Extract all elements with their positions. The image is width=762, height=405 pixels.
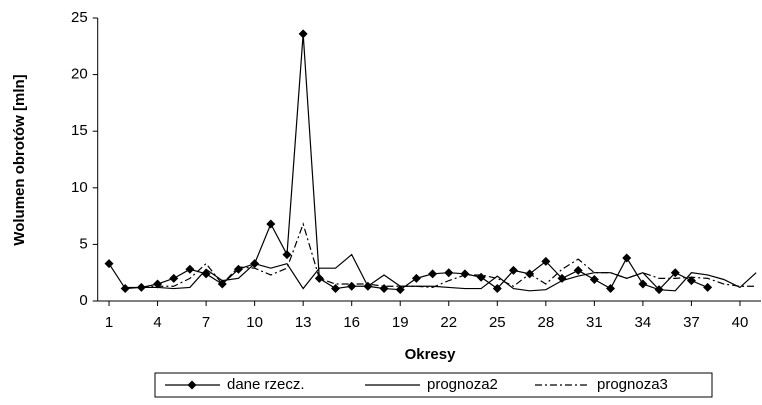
y-axis-label: Wolumen obrotów [mln] — [11, 74, 28, 245]
point-marker — [508, 265, 518, 275]
point-marker — [411, 273, 421, 283]
point-marker — [492, 284, 502, 294]
point-marker — [460, 269, 470, 279]
point-marker — [169, 273, 179, 283]
point-marker — [347, 281, 357, 291]
x-tick-label: 28 — [537, 314, 554, 331]
x-tick-label: 19 — [392, 314, 409, 331]
series-line — [125, 253, 757, 292]
series-line — [108, 33, 708, 291]
point-marker — [104, 259, 114, 269]
point-marker — [266, 219, 276, 229]
point-marker — [670, 268, 680, 278]
y-tick-label: 5 — [79, 235, 87, 252]
point-marker — [298, 29, 308, 39]
x-tick-label: 25 — [489, 314, 506, 331]
x-tick-label: 37 — [683, 314, 700, 331]
series-line — [141, 222, 757, 289]
legend-marker — [187, 380, 197, 390]
point-marker — [573, 265, 583, 275]
point-marker — [686, 276, 696, 286]
x-tick-label: 10 — [246, 314, 263, 331]
point-marker — [703, 282, 713, 292]
point-marker — [120, 284, 130, 294]
x-tick-label: 7 — [202, 314, 210, 331]
x-tick-label: 13 — [295, 314, 312, 331]
point-marker — [476, 272, 486, 282]
point-marker — [638, 279, 648, 289]
x-axis-label: Okresy — [405, 346, 457, 363]
legend-box — [154, 372, 713, 398]
y-tick-label: 10 — [71, 179, 88, 196]
x-tick-label: 34 — [635, 314, 652, 331]
point-marker — [282, 250, 292, 260]
y-tick-label: 20 — [71, 66, 88, 83]
x-tick-label: 22 — [440, 314, 457, 331]
x-tick-label: 4 — [153, 314, 161, 331]
legend-label: prognoza3 — [597, 376, 668, 393]
y-tick-label: 25 — [71, 9, 88, 26]
y-tick-label: 15 — [71, 122, 88, 139]
point-marker — [541, 256, 551, 266]
x-tick-label: 16 — [343, 314, 360, 331]
point-marker — [185, 264, 195, 274]
x-tick-label: 1 — [105, 314, 113, 331]
x-tick-label: 40 — [732, 314, 749, 331]
point-marker — [589, 274, 599, 284]
point-marker — [622, 253, 632, 263]
point-marker — [395, 285, 405, 295]
point-marker — [428, 269, 438, 279]
point-marker — [606, 284, 616, 294]
legend-label: dane rzecz. — [227, 376, 305, 393]
point-marker — [201, 269, 211, 279]
point-marker — [379, 284, 389, 294]
legend-label: prognoza2 — [427, 376, 498, 393]
y-tick-label: 0 — [79, 292, 87, 309]
point-marker — [444, 268, 454, 278]
x-tick-label: 31 — [586, 314, 603, 331]
point-marker — [331, 284, 341, 294]
